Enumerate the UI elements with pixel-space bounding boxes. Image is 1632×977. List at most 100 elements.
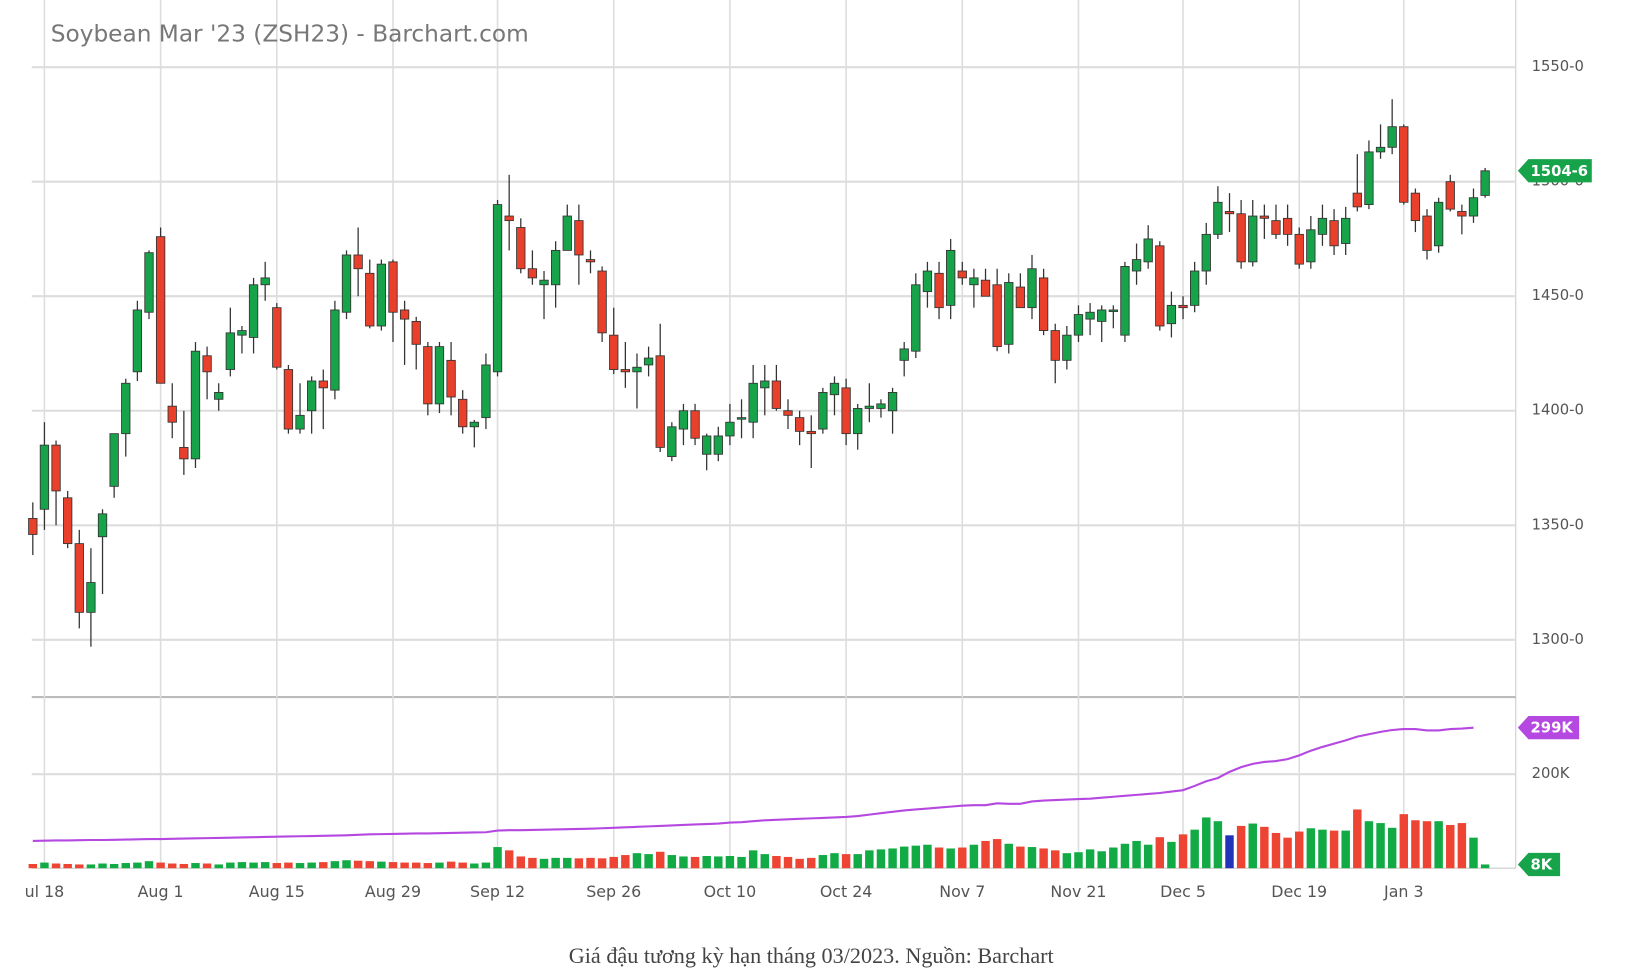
volume-bar <box>528 857 537 869</box>
candle-body <box>272 307 282 368</box>
volume-bar <box>1190 829 1199 869</box>
candle-body <box>1143 238 1153 263</box>
volume-bar <box>179 863 189 869</box>
candle-body <box>1329 220 1339 247</box>
volume-bar <box>1283 837 1292 869</box>
x-tick-label: Dec 19 <box>1271 882 1327 901</box>
candle-body <box>818 392 828 430</box>
candle-body <box>1387 126 1397 148</box>
candle-body <box>806 430 816 435</box>
volume-bar <box>435 862 444 869</box>
candle-body <box>957 270 967 279</box>
x-tick-label: ul 18 <box>25 882 65 901</box>
open-interest-line <box>32 726 1474 843</box>
x-tick-label: Jan 3 <box>1383 882 1424 901</box>
candle-body <box>1480 170 1490 196</box>
volume-bar <box>121 863 130 869</box>
volume-bar <box>1016 846 1025 869</box>
candle-body <box>597 270 607 334</box>
volume-bar <box>621 855 630 869</box>
candle-body <box>1375 146 1386 153</box>
volume-bar <box>1004 843 1013 869</box>
x-tick-label: Dec 5 <box>1160 882 1206 901</box>
candle-body <box>295 414 305 430</box>
volume-bar <box>365 861 374 869</box>
volume-bar <box>574 858 584 869</box>
volume-bar <box>1074 852 1083 869</box>
volume-bar <box>446 861 456 869</box>
candle-body <box>86 582 96 613</box>
volume-bar <box>644 854 653 869</box>
candle-body <box>225 332 235 370</box>
candle-body <box>539 279 549 286</box>
volume-bar <box>249 862 258 869</box>
candle-body <box>179 446 189 460</box>
volume-bar <box>458 862 467 869</box>
volume-bar <box>1167 841 1176 869</box>
volume-bar <box>679 856 688 869</box>
candle-body <box>1352 192 1362 208</box>
candle-body <box>1364 151 1374 206</box>
candle-body <box>1062 334 1072 361</box>
volume-bar <box>516 856 526 869</box>
candle-body <box>1468 197 1479 217</box>
candle-body <box>121 382 131 435</box>
candle-body <box>1282 217 1293 235</box>
candle-body <box>1027 268 1037 309</box>
volume-bar <box>86 864 96 869</box>
volume-bar <box>737 856 746 869</box>
volume-bar <box>1318 829 1327 869</box>
candle-body <box>1317 217 1328 235</box>
volume-bar <box>1469 837 1478 869</box>
volume-bar <box>667 855 677 869</box>
volume-bar <box>272 863 282 869</box>
candle-body <box>1271 220 1281 235</box>
chart-title: Soybean Mar '23 (ZSH23) - Barchart.com <box>51 20 529 47</box>
x-tick-label: Oct 24 <box>820 882 873 901</box>
volume-bar <box>423 863 433 869</box>
volume-bar <box>1097 851 1106 869</box>
value-marker-label: 299K <box>1531 720 1574 737</box>
volume-bar <box>1271 832 1281 869</box>
volume-bar <box>714 856 723 869</box>
volume-bar <box>772 855 781 869</box>
candle-body <box>1259 215 1270 219</box>
volume-bar <box>133 862 142 869</box>
candle-body <box>469 421 479 428</box>
candle-body <box>1015 286 1026 309</box>
candle-body <box>934 272 944 309</box>
value-marker <box>1517 852 1561 877</box>
volume-bar <box>214 864 223 869</box>
candle-body <box>248 284 259 338</box>
volume-bar <box>1446 824 1455 869</box>
candle-body <box>353 254 363 270</box>
volume-bar <box>1422 821 1432 869</box>
volume-bar <box>237 862 247 869</box>
volume-bar <box>1039 848 1048 869</box>
volume-bar <box>539 858 549 869</box>
volume-bar <box>1434 821 1443 869</box>
candle-body <box>399 309 410 320</box>
candle-body <box>911 284 921 352</box>
labels: 1300-01350-01400-01450-01500-01550-0200K… <box>25 58 1592 901</box>
y-tick-label: 1400-0 <box>1532 402 1584 419</box>
candle-body <box>1445 181 1455 210</box>
candle-body <box>434 346 445 405</box>
candle-body <box>794 417 805 432</box>
volume-bar <box>1260 826 1269 869</box>
candle-body <box>713 435 723 455</box>
candle-body <box>562 215 572 251</box>
candle-body <box>516 227 526 270</box>
volume-bar <box>934 847 944 869</box>
volume-bar <box>899 846 909 869</box>
volume-bar <box>1236 825 1246 869</box>
volume-bar <box>156 862 165 869</box>
volume-bar <box>841 854 851 869</box>
candle-body <box>1038 277 1049 331</box>
volume-bar <box>342 860 351 869</box>
volume-bar <box>888 848 897 869</box>
candle-body <box>655 355 665 448</box>
candle-body <box>1422 215 1432 251</box>
volume-bar <box>690 856 700 869</box>
